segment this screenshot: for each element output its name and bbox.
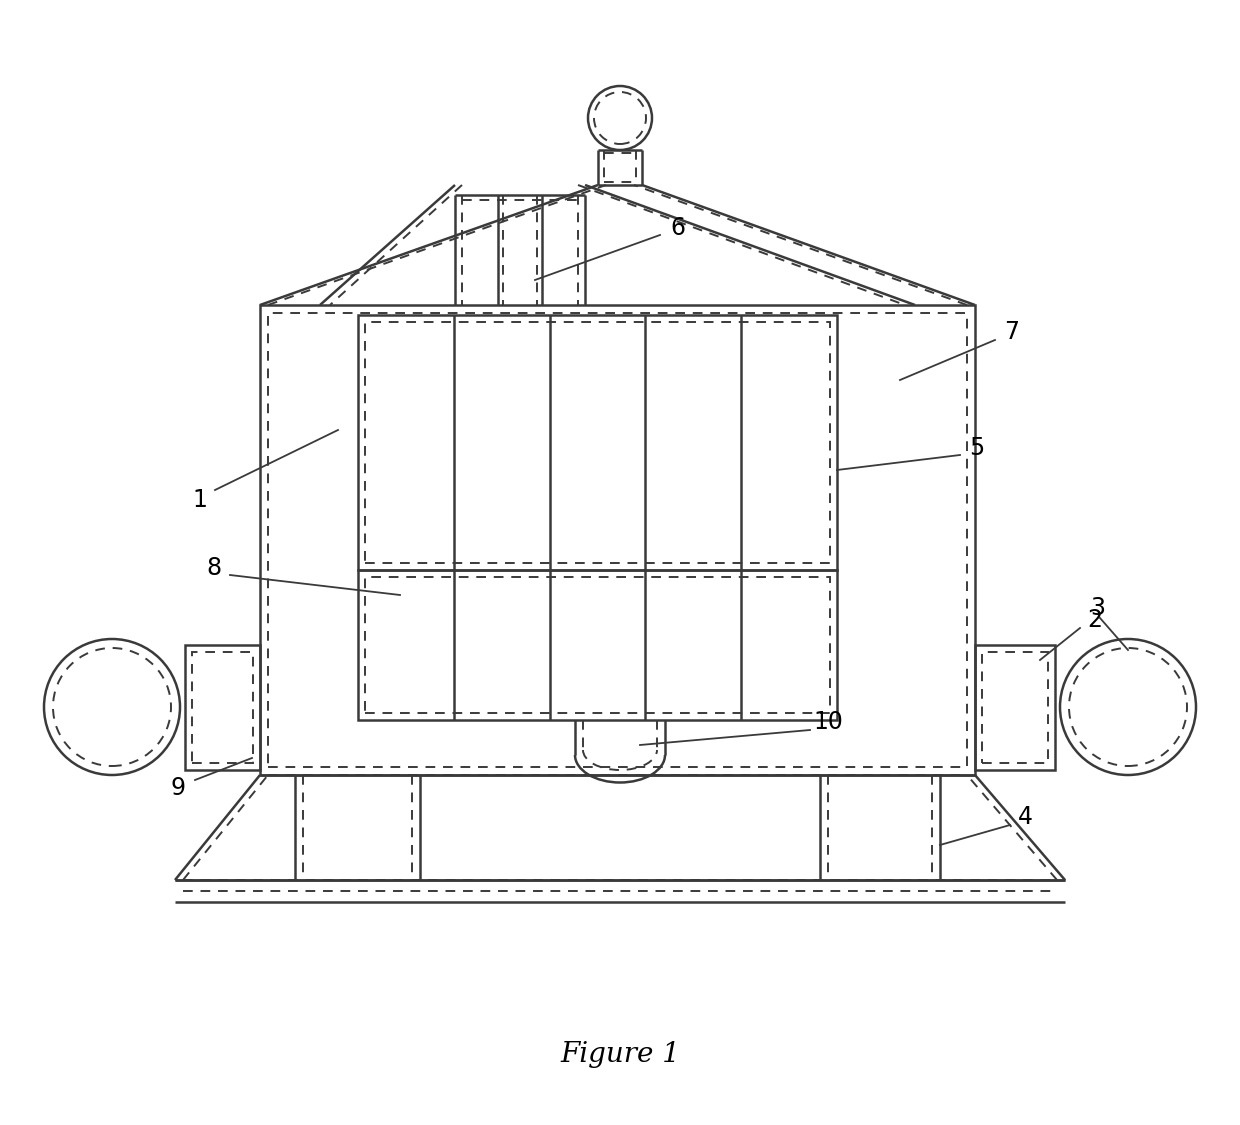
Bar [260, 305, 975, 775]
Text: 4: 4 [1018, 806, 1033, 829]
Text: Figure 1: Figure 1 [560, 1042, 680, 1069]
Text: 6: 6 [671, 216, 686, 240]
Bar [268, 313, 967, 767]
Bar [358, 315, 837, 570]
Text: 2: 2 [1087, 608, 1102, 632]
Bar [975, 645, 1055, 770]
Text: 9: 9 [171, 776, 186, 800]
Text: 5: 5 [970, 436, 985, 460]
Bar [358, 570, 837, 720]
Bar [192, 652, 253, 763]
Text: 10: 10 [813, 710, 843, 734]
Text: 7: 7 [1004, 319, 1019, 344]
Text: 3: 3 [1090, 596, 1106, 620]
Bar [185, 645, 260, 770]
Bar [365, 322, 830, 562]
Bar [982, 652, 1048, 763]
Text: 1: 1 [192, 488, 207, 512]
Text: 8: 8 [206, 556, 222, 580]
Bar [365, 577, 830, 713]
